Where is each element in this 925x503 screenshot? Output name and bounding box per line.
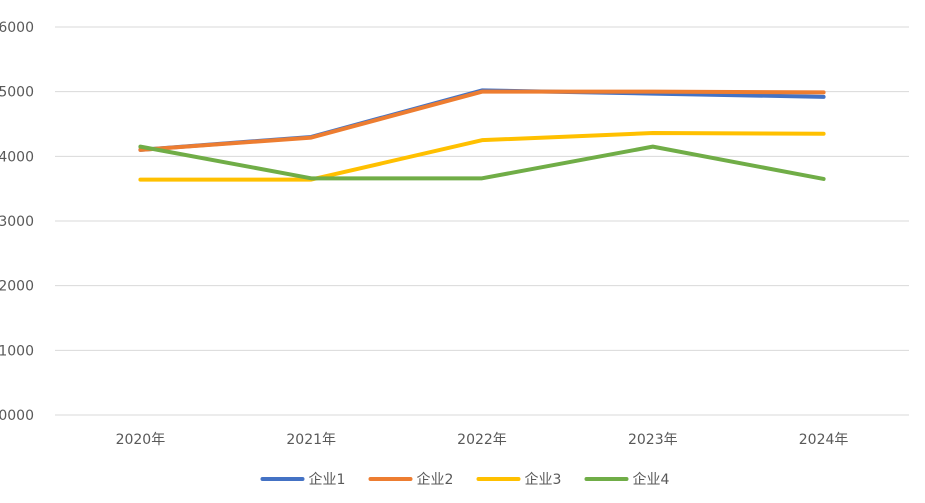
legend-item-4: 企业4 (584, 471, 670, 488)
y-tick-label: 6000 (0, 20, 34, 36)
legend-item-1: 企业1 (260, 471, 346, 488)
x-tick-label: 2023年 (628, 432, 678, 448)
legend-item-3: 企业3 (476, 471, 562, 488)
legend-label: 企业4 (633, 471, 670, 488)
y-tick-label: 2000 (0, 279, 34, 295)
x-tick-label: 2021年 (286, 432, 336, 448)
y-tick-label: 0000 (0, 408, 34, 424)
legend: 企业1 企业2 企业3 企业4 (260, 471, 670, 488)
gridlines (55, 26, 909, 416)
x-tick-label: 2024年 (799, 432, 849, 448)
y-tick-label: 1000 (0, 343, 34, 359)
y-tick-label: 5000 (0, 85, 34, 101)
legend-item-2: 企业2 (368, 471, 454, 488)
legend-label: 企业3 (525, 471, 562, 488)
x-axis-tick-labels: 2020年 2021年 2022年 2023年 2024年 (116, 432, 849, 448)
series-line-3 (138, 131, 826, 182)
y-tick-label: 4000 (0, 149, 34, 165)
series-line-4 (138, 144, 826, 181)
x-tick-label: 2020年 (116, 432, 166, 448)
series-line-2 (138, 89, 826, 152)
legend-label: 企业1 (309, 471, 346, 488)
y-axis-tick-labels: 0000 1000 2000 3000 4000 5000 6000 (0, 20, 34, 424)
x-tick-label: 2022年 (457, 432, 507, 448)
legend-label: 企业2 (417, 471, 454, 488)
series-lines (138, 88, 826, 182)
y-tick-label: 3000 (0, 214, 34, 230)
